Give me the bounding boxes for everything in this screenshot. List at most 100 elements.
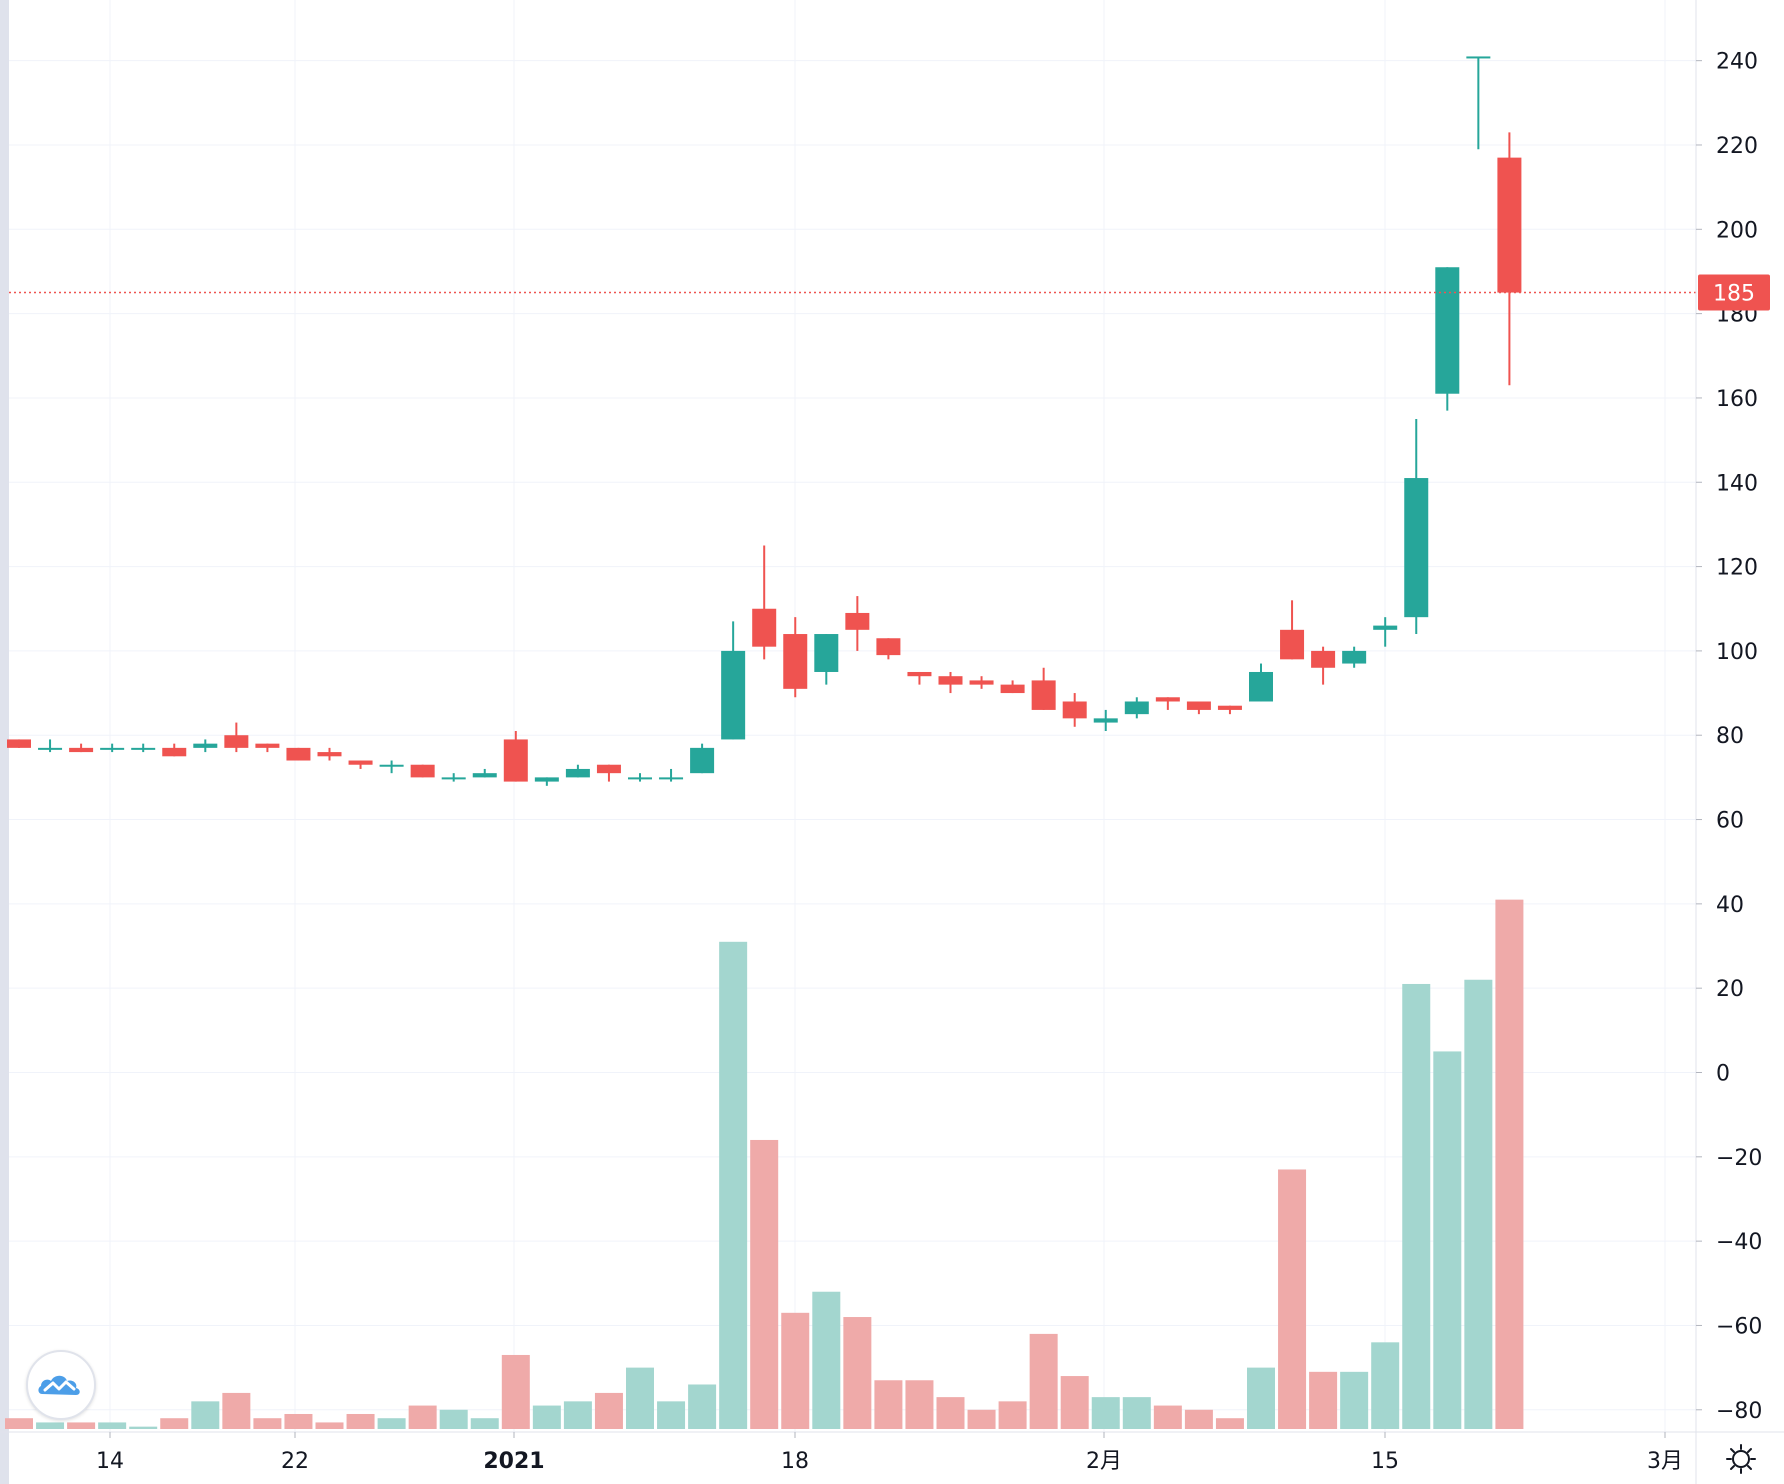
price-axis[interactable]: 240220200180160140120100806040200−20−40−… [1696, 50, 1762, 1424]
candle-body [1249, 671, 1273, 702]
candle-body [1093, 718, 1118, 723]
candle-body [596, 764, 621, 774]
volume-bar [1215, 1418, 1244, 1429]
x-tick-label: 22 [281, 1449, 309, 1474]
x-tick-label: 18 [781, 1449, 809, 1474]
gear-icon[interactable] [1726, 1444, 1756, 1474]
candle [1497, 132, 1522, 386]
y-tick-label: −40 [1716, 1230, 1762, 1255]
volume-bar [1464, 979, 1493, 1429]
volume-bar [936, 1397, 965, 1429]
volume-bar [874, 1380, 903, 1429]
candle [38, 739, 63, 753]
volume-bar [5, 1418, 33, 1429]
candle-body [162, 747, 187, 757]
volume-bar [1371, 1342, 1400, 1429]
candle-body [100, 747, 125, 750]
y-tick-label: 0 [1716, 1062, 1730, 1087]
candle [1466, 56, 1491, 150]
candle [1311, 646, 1336, 685]
x-tick-label: 3月 [1647, 1449, 1683, 1474]
candle-body [193, 743, 218, 748]
last-price-badge-bg [1698, 274, 1770, 311]
candle [814, 634, 839, 685]
candle [1000, 680, 1025, 694]
candle-body [690, 747, 715, 774]
x-tick-label: 2021 [483, 1449, 544, 1474]
volume-bar [626, 1367, 654, 1429]
candle [1280, 600, 1305, 660]
candle-body [7, 739, 31, 748]
candle [659, 768, 684, 782]
candle [876, 638, 901, 660]
candle-body [1000, 684, 1025, 694]
candle-body [255, 743, 280, 748]
candle [690, 743, 715, 774]
candle-body [969, 680, 994, 685]
candle [907, 671, 932, 685]
candle [1342, 646, 1367, 668]
volume-bar [1060, 1376, 1089, 1429]
volume-bar [1278, 1169, 1307, 1429]
time-axis[interactable]: 14 22 2021 18 2月 15 3月 [96, 1432, 1683, 1474]
candle [255, 743, 280, 753]
candle-body [348, 760, 373, 765]
volume-bar [1340, 1371, 1369, 1429]
candle [1373, 617, 1398, 647]
candle [503, 731, 528, 782]
y-tick-label: 120 [1716, 556, 1758, 581]
candle-body [721, 650, 746, 740]
volume-bar [315, 1422, 344, 1429]
candle-body [503, 739, 528, 782]
candle [162, 743, 187, 757]
y-tick-label: 140 [1716, 471, 1758, 496]
candle [845, 596, 870, 651]
volume-bar [439, 1409, 468, 1429]
candle-body [224, 735, 249, 748]
candle-body [1155, 697, 1180, 702]
candle-body [441, 777, 466, 780]
volume-bar [377, 1418, 406, 1429]
candle-body [1435, 267, 1460, 394]
candle [193, 739, 218, 753]
candle-body [379, 764, 404, 767]
candle [100, 743, 125, 753]
candle [224, 722, 249, 753]
candle-body [1031, 680, 1056, 710]
volume-bar [750, 1139, 779, 1429]
x-tick-label: 14 [96, 1449, 124, 1474]
tradingview-cloud-logo-icon[interactable] [26, 1350, 96, 1420]
volume-bar [657, 1401, 686, 1429]
candle [1217, 705, 1242, 715]
y-tick-label: 100 [1716, 640, 1758, 665]
volume-bar [563, 1401, 592, 1429]
candle [69, 743, 94, 753]
y-tick-label: 60 [1716, 809, 1744, 834]
volume-bar [812, 1291, 841, 1429]
candle-body [845, 612, 870, 630]
candle [1404, 419, 1429, 635]
volume-bar [905, 1380, 934, 1429]
volume-bar [160, 1418, 189, 1429]
volume-bar [1247, 1367, 1275, 1429]
volume-bar [1433, 1051, 1462, 1429]
candle-body [534, 777, 559, 782]
y-tick-label: 220 [1716, 134, 1758, 159]
candle [379, 760, 404, 774]
volume-bar [284, 1413, 313, 1429]
volume-bar [1122, 1397, 1151, 1429]
y-tick-label: 40 [1716, 893, 1744, 918]
volume-bar [67, 1422, 96, 1429]
candle-body [1311, 650, 1336, 668]
candle [1249, 663, 1273, 702]
candle [969, 676, 994, 689]
candle [938, 671, 963, 694]
candle [472, 768, 497, 778]
candle-body [1342, 650, 1367, 664]
left-panel-edge [0, 0, 9, 1484]
candle [752, 545, 777, 660]
volume-bar [781, 1312, 810, 1429]
candle-body [131, 747, 156, 750]
candle-body [1373, 625, 1398, 630]
